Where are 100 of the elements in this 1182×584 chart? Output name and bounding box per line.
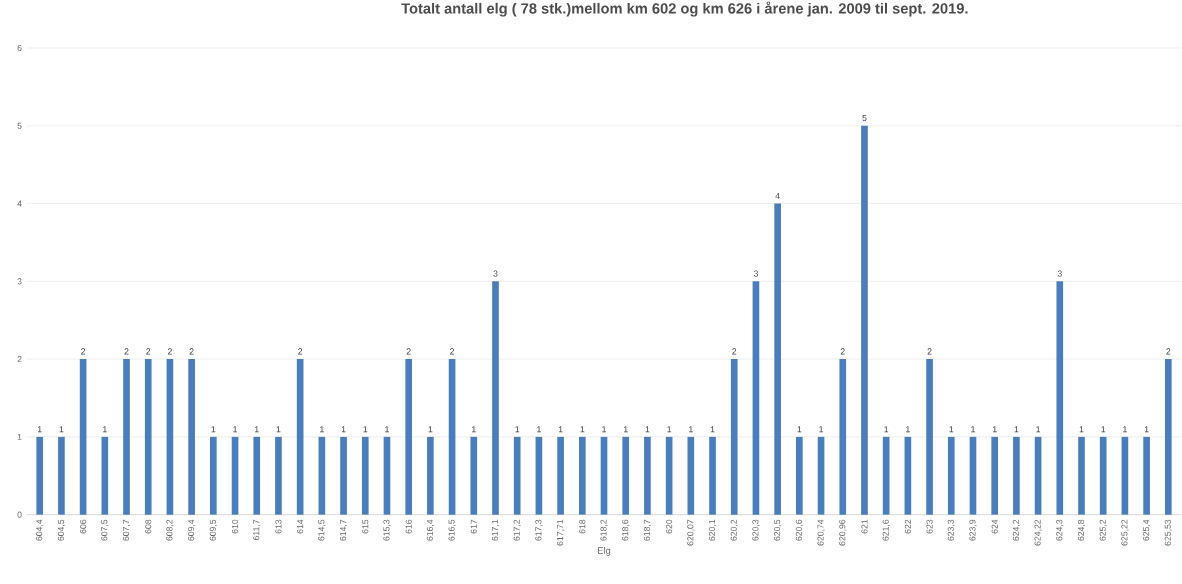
bar <box>969 436 977 515</box>
y-tick-label: 3 <box>17 278 22 285</box>
bar <box>361 436 369 515</box>
x-tick-label: 625,4 <box>1143 519 1151 541</box>
data-label: 2 <box>732 348 737 355</box>
x-tick-label: 624,2 <box>1012 519 1020 541</box>
bar <box>926 359 933 515</box>
x-tick-label: 609,5 <box>209 519 217 541</box>
data-label: 1 <box>971 426 975 433</box>
x-tick-label: 610 <box>231 519 239 534</box>
x-tick-label: 623 <box>926 519 933 534</box>
bar <box>1143 436 1150 515</box>
data-label: 1 <box>1144 426 1149 433</box>
data-label: 1 <box>884 426 889 433</box>
data-label: 1 <box>710 426 715 433</box>
y-tick-label: 1 <box>17 433 22 440</box>
y-tick-label: 4 <box>17 200 22 207</box>
x-tick-label: 624,8 <box>1077 519 1086 541</box>
bar <box>405 359 412 515</box>
bar <box>253 436 261 515</box>
x-tick-label: 625,53 <box>1164 519 1172 546</box>
bar <box>36 436 44 515</box>
x-tick-label: 620,2 <box>730 519 738 541</box>
bar <box>774 203 781 515</box>
x-tick-label: 615,3 <box>383 519 391 541</box>
bar <box>492 281 499 515</box>
x-tick-label: 621 <box>861 519 868 534</box>
bar <box>578 436 586 515</box>
x-tick-label: 606 <box>80 519 87 534</box>
data-label: 2 <box>167 348 172 355</box>
y-tick-label: 5 <box>17 122 22 129</box>
x-tick-label: 625,22 <box>1121 519 1129 546</box>
data-label: 1 <box>580 426 585 433</box>
data-label: 1 <box>211 426 216 433</box>
bar <box>752 281 760 515</box>
bar <box>448 359 456 515</box>
data-label: 2 <box>1166 348 1171 355</box>
bar <box>231 436 239 515</box>
data-label: 2 <box>840 348 845 355</box>
bar <box>622 436 630 515</box>
bar <box>1013 436 1020 515</box>
x-tick-label: 618,7 <box>643 519 651 541</box>
x-tick-label: 620,5 <box>774 519 782 541</box>
x-tick-label: 621,6 <box>882 519 890 541</box>
data-label: 1 <box>276 426 281 433</box>
data-label: 1 <box>428 426 433 433</box>
data-label: 1 <box>59 426 64 433</box>
bar <box>188 359 195 515</box>
x-tick-label: 617,2 <box>513 519 521 541</box>
bar <box>1121 436 1129 515</box>
x-tick-label: 609,4 <box>188 519 196 541</box>
bar <box>687 436 695 515</box>
x-axis-title: Elg <box>598 547 611 556</box>
data-label: 2 <box>298 348 303 355</box>
bar <box>296 359 304 515</box>
data-label: 1 <box>819 426 824 433</box>
x-tick-label: 615 <box>362 519 369 534</box>
bar <box>340 436 347 515</box>
data-label: 1 <box>558 426 563 433</box>
x-tick-label: 617,3 <box>535 519 543 541</box>
bar <box>1164 359 1172 515</box>
x-tick-label: 625,2 <box>1099 519 1107 541</box>
bar <box>383 436 391 515</box>
data-label: 1 <box>233 426 238 433</box>
data-label: 1 <box>537 426 541 433</box>
data-label: 1 <box>1123 426 1127 433</box>
x-tick-label: 618,2 <box>600 519 608 541</box>
bar <box>557 436 564 515</box>
bar <box>79 359 87 515</box>
x-tick-label: 620,74 <box>817 519 825 546</box>
bar <box>817 436 825 515</box>
data-label: 1 <box>797 426 802 433</box>
x-tick-label: 624 <box>991 519 998 534</box>
x-tick-label: 607,7 <box>122 519 131 541</box>
x-tick-label: 611,7 <box>253 519 261 540</box>
x-tick-label: 624,3 <box>1056 519 1064 541</box>
bar <box>1034 436 1042 515</box>
data-label: 4 <box>775 192 780 199</box>
bar <box>1056 281 1064 515</box>
x-tick-label: 618 <box>579 519 586 534</box>
x-tick-label: 620,07 <box>687 519 695 546</box>
x-tick-label: 614,7 <box>339 519 348 541</box>
bar <box>427 436 434 515</box>
data-label: 2 <box>189 348 194 355</box>
x-tick-label: 616,5 <box>448 519 456 541</box>
data-label: 1 <box>689 426 693 433</box>
data-label: 1 <box>363 426 368 433</box>
y-tick-label: 6 <box>17 44 22 52</box>
x-tick-label: 622 <box>904 519 911 534</box>
bar <box>904 436 912 515</box>
x-tick-label: 604,4 <box>36 519 44 541</box>
x-tick-label: 616 <box>405 519 412 534</box>
y-tick-label: 2 <box>17 356 22 363</box>
x-tick-label: 608 <box>145 519 152 534</box>
data-label: 1 <box>667 426 672 433</box>
bar <box>166 359 174 515</box>
data-label: 1 <box>906 426 910 433</box>
bar <box>1078 436 1085 515</box>
x-tick-label: 620,1 <box>708 519 717 541</box>
x-tick-label: 608,2 <box>166 519 174 541</box>
